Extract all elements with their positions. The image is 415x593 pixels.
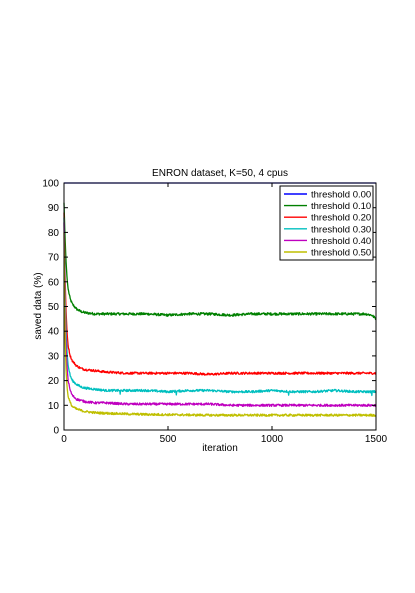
y-tick-label: 50 bbox=[48, 302, 60, 313]
x-tick-label: 1500 bbox=[365, 434, 388, 445]
legend-box bbox=[279, 185, 374, 261]
legend-label: threshold 0.00 bbox=[311, 190, 371, 201]
legend-label: threshold 0.40 bbox=[311, 236, 371, 247]
series-line bbox=[63, 202, 377, 321]
y-tick-label: 40 bbox=[48, 327, 60, 338]
y-tick-label: 90 bbox=[48, 203, 60, 214]
series-line bbox=[63, 232, 377, 417]
series-line bbox=[63, 217, 377, 397]
y-tick-label: 80 bbox=[48, 228, 60, 239]
y-tick-label: 100 bbox=[42, 179, 59, 190]
chart-title: ENRON dataset, K=50, 4 cpus bbox=[152, 168, 288, 179]
x-tick-label: 1000 bbox=[261, 434, 284, 445]
y-tick-label: 30 bbox=[48, 351, 60, 362]
x-axis-label: iteration bbox=[202, 443, 238, 454]
series-line bbox=[63, 212, 377, 376]
y-tick-label: 60 bbox=[48, 277, 60, 288]
y-tick-label: 70 bbox=[48, 253, 60, 264]
y-axis-label: saved data (%) bbox=[33, 272, 44, 339]
x-axis: 0 500 1000 1500 bbox=[61, 183, 388, 445]
legend-label: threshold 0.20 bbox=[311, 213, 371, 224]
y-tick-label: 20 bbox=[48, 376, 60, 387]
legend-label: threshold 0.30 bbox=[311, 224, 371, 235]
y-tick-label: 10 bbox=[48, 401, 60, 412]
y-axis: 0 10 20 30 40 50 60 70 80 90 100 bbox=[42, 179, 376, 437]
series-line bbox=[63, 222, 377, 408]
y-tick-label: 0 bbox=[53, 426, 59, 437]
x-tick-label: 0 bbox=[61, 434, 67, 445]
legend-label: threshold 0.50 bbox=[311, 248, 371, 259]
legend-label: threshold 0.10 bbox=[311, 201, 371, 212]
x-tick-label: 500 bbox=[160, 434, 177, 445]
